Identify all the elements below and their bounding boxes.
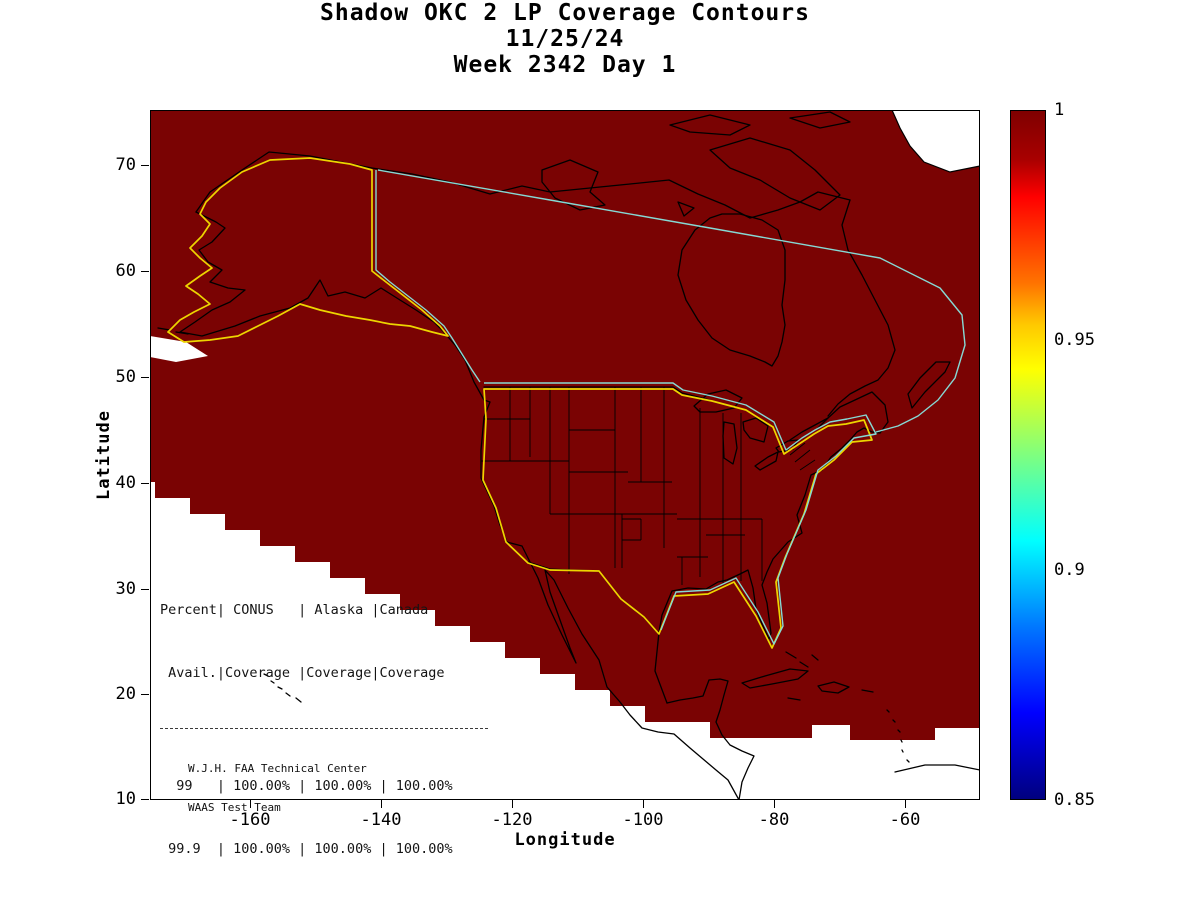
- colorbar: [1010, 110, 1046, 800]
- canada-conus-boundary-cyan: [484, 382, 877, 645]
- coverage-region: [150, 110, 980, 740]
- x-tick-label: -160: [229, 810, 271, 830]
- hawaii-islands: [263, 673, 302, 703]
- hudson-bay: [677, 213, 786, 367]
- colorbar-tick-label: 0.85: [1054, 790, 1095, 810]
- map-plot-area: Percent| CONUS | Alaska |Canada Avail.|C…: [150, 110, 980, 857]
- caribbean-islands: [741, 651, 980, 773]
- table-header-2: Avail.|Coverage |Coverage|Coverage: [160, 665, 445, 681]
- arctic-islands: [541, 111, 851, 217]
- y-tick-label: 40: [115, 473, 136, 493]
- bering-notch: [150, 336, 208, 362]
- coastline-yucatan: [666, 678, 755, 800]
- table-header-1: Percent| CONUS | Alaska |Canada: [160, 602, 429, 618]
- coverage-map: [150, 110, 980, 800]
- figure-title: Shadow OKC 2 LP Coverage Contours 11/25/…: [150, 0, 980, 78]
- x-tick-label: -120: [491, 810, 533, 830]
- y-tick-label: 10: [115, 789, 136, 809]
- coverage-table: Percent| CONUS | Alaska |Canada Avail.|C…: [160, 558, 488, 900]
- state-borders: [481, 387, 816, 585]
- table-separator: [160, 728, 488, 734]
- credit-line-2: WAAS Test Team: [188, 801, 281, 814]
- y-tick-label: 20: [115, 684, 136, 704]
- y-tick-label: 70: [115, 155, 136, 175]
- colorbar-tick-label: 0.95: [1054, 330, 1095, 350]
- greenland-notch: [891, 110, 980, 173]
- colorbar-tick-label: 1: [1054, 100, 1065, 120]
- y-tick-label: 30: [115, 579, 136, 599]
- axes-box: [150, 110, 980, 800]
- title-line-1: Shadow OKC 2 LP Coverage Contours: [320, 0, 810, 26]
- y-tick-label: 50: [115, 367, 136, 387]
- x-tick-label: -140: [360, 810, 402, 830]
- newfoundland: [907, 361, 951, 409]
- canada-boundary-cyan: [377, 169, 966, 433]
- coastline-gulf-atlantic: [654, 391, 889, 704]
- labrador-coast: [827, 199, 896, 417]
- coastline-pacific: [179, 211, 740, 800]
- x-tick-label: -80: [758, 810, 790, 830]
- x-tick-label: -60: [889, 810, 921, 830]
- title-line-2: 11/25/24: [505, 26, 625, 52]
- credit-text: W.J.H. FAA Technical Center WAAS Test Te…: [188, 736, 367, 840]
- table-row: 99 | 100.00% | 100.00% | 100.00%: [160, 778, 453, 794]
- aleutian-islands: [157, 327, 189, 335]
- st-lawrence-river: [789, 417, 829, 441]
- credit-line-1: W.J.H. FAA Technical Center: [188, 762, 367, 775]
- x-axis-label: Longitude: [514, 830, 616, 850]
- us-canada-border: [483, 386, 711, 401]
- alaska-boundary-yellow: [167, 157, 449, 343]
- canada-alaska-boundary-cyan: [375, 170, 481, 383]
- colorbar-tick-label: 0.9: [1054, 560, 1085, 580]
- x-tick-label: -100: [622, 810, 664, 830]
- y-tick-label: 60: [115, 261, 136, 281]
- table-row: 99.9 | 100.00% | 100.00% | 100.00%: [160, 841, 453, 857]
- title-line-3: Week 2342 Day 1: [453, 52, 677, 78]
